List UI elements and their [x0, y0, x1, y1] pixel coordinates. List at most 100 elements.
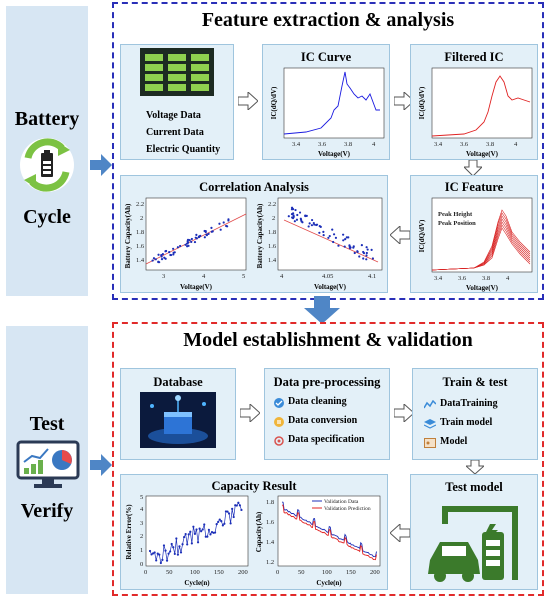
error-point [201, 528, 204, 531]
scatter-point [187, 244, 190, 247]
arrow-left-icon [390, 226, 410, 244]
corr-left-ytick: 2.2 [136, 201, 144, 208]
scatter-point [337, 244, 340, 247]
cap-xtick: 50 [298, 569, 305, 576]
error-point [186, 543, 189, 546]
cap-xlabel: Cycle(n) [316, 579, 342, 587]
scatter-point [205, 233, 208, 237]
ic-curve-title: IC Curve [300, 50, 352, 64]
scatter-point [362, 257, 365, 260]
ic-tick-x: 3.8 [344, 141, 352, 148]
cap-legend-data: Validation Data [324, 499, 359, 505]
scatter-point [307, 225, 310, 228]
error-point [204, 535, 207, 538]
ic-feature-plot: Peak Height Peak Position 3.4 3.6 3.8 4 … [418, 197, 533, 292]
scatter-point [164, 250, 167, 253]
arrow-right-icon [394, 92, 414, 110]
scatter-point [161, 252, 164, 256]
arrow-right-icon [238, 92, 258, 110]
scatter-point [366, 248, 369, 251]
cap-ytick: 1.2 [266, 559, 274, 566]
scatter-point [190, 240, 193, 243]
err-xtick: 0 [144, 569, 147, 576]
scatter-point [342, 233, 345, 236]
preprocessing-item: Data conversion [288, 415, 358, 426]
capacity-title: Capacity Result [211, 479, 297, 493]
filtered-tick-x: 3.8 [486, 141, 494, 148]
verify-label: Verify [20, 500, 74, 522]
error-point [176, 553, 179, 556]
scatter-point [362, 250, 365, 254]
scatter-point [163, 256, 166, 259]
error-point [238, 504, 241, 507]
scatter-point [168, 251, 171, 254]
corr-right-ytick: 1.4 [268, 257, 277, 264]
correlation-right-plot: 2.2 2 1.8 1.6 1.4 4 4.05 4.1 Voltage(V) … [256, 197, 383, 291]
error-point [220, 520, 223, 523]
error-point [184, 532, 187, 536]
scatter-point [332, 233, 336, 236]
scatter-point [365, 254, 368, 257]
error-point [196, 541, 200, 544]
ic-feature-legend-position: Peak Position [438, 220, 476, 227]
scatter-point [315, 223, 319, 226]
error-point [187, 533, 190, 536]
scatter-point [358, 255, 361, 258]
err-xtick: 100 [190, 569, 200, 576]
ic-ylabel: IC(dQ/dV) [270, 86, 278, 119]
battery-label: Battery [14, 108, 80, 130]
scatter-point [294, 208, 297, 212]
err-ytick: 1 [140, 547, 143, 554]
validation-prediction-line [281, 504, 377, 561]
corr-right-ylabel: Battery Capacity(Ah) [256, 203, 264, 268]
error-point [203, 523, 206, 526]
scatter-point [313, 223, 316, 226]
preprocessing-title: Data pre-processing [273, 375, 381, 389]
cap-xtick: 150 [346, 569, 356, 576]
scatter-point [360, 244, 363, 247]
data-training-icon [424, 400, 436, 409]
icf-tick-x: 3.4 [434, 275, 443, 282]
ic-tick-x: 3.6 [318, 141, 327, 148]
scatter-point [298, 211, 302, 214]
scatter-point [172, 251, 175, 254]
error-point [227, 512, 231, 515]
error-point [181, 543, 184, 546]
scatter-point [227, 219, 230, 222]
corr-right-xtick: 4.05 [322, 273, 333, 280]
corr-left-xlabel: Voltage(V) [180, 283, 213, 291]
scatter-point [310, 224, 314, 227]
error-point [206, 535, 209, 538]
filtered-ic-plot: 3.4 3.6 3.8 4 Voltage(V) IC(dQ/dV) [418, 67, 533, 158]
filtered-ic-title: Filtered IC [444, 50, 504, 64]
capacity-plot: Validation Data Validation Prediction 1.… [255, 495, 381, 587]
validation-data-line [281, 501, 377, 558]
corr-right-ytick: 2.2 [268, 201, 276, 208]
error-point [218, 518, 221, 521]
scatter-point [356, 250, 359, 253]
scatter-point [295, 218, 299, 221]
data-item-electric: Electric Quantity [146, 144, 221, 155]
scatter-point [365, 246, 368, 249]
err-ytick: 0 [140, 561, 143, 568]
database-title: Database [153, 375, 203, 389]
scatter-point [322, 234, 325, 237]
corr-left-ytick: 1.4 [136, 257, 145, 264]
error-point [235, 504, 238, 507]
data-item-voltage: Voltage Data [146, 110, 201, 121]
error-point [183, 535, 186, 539]
error-point [193, 532, 197, 535]
error-point [231, 507, 234, 510]
scatter-point [172, 253, 175, 256]
scatter-point [158, 261, 161, 264]
icf-ylabel: IC(dQ/dV) [418, 219, 426, 252]
model-icon [424, 438, 436, 448]
scatter-point [222, 221, 225, 224]
scatter-point [343, 245, 346, 248]
scatter-point [152, 257, 156, 260]
scatter-point [318, 231, 321, 234]
scatter-point [207, 232, 210, 235]
arrow-down-icon [304, 296, 340, 324]
cap-ytick: 1.6 [266, 519, 275, 526]
database-server-image [140, 392, 216, 448]
